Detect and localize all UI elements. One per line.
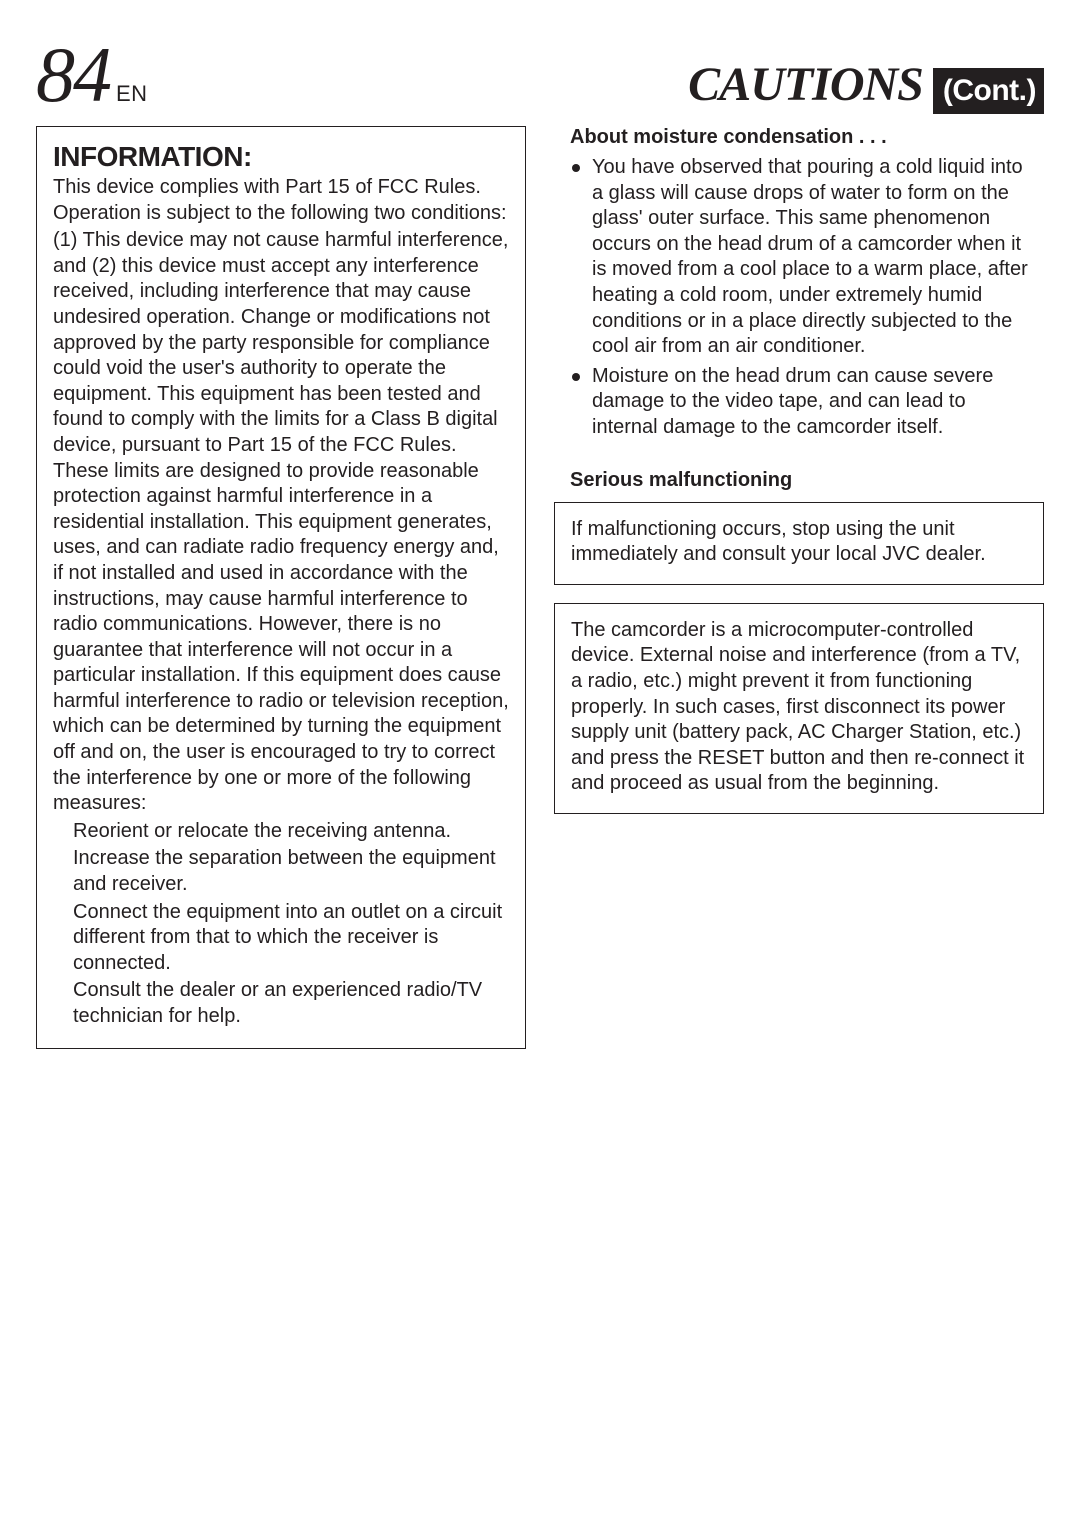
information-box: INFORMATION: This device complies with P… (36, 126, 526, 1049)
serious-text: If malfunctioning occurs, stop using the… (571, 517, 1027, 568)
info-intro: This device complies with Part 15 of FCC… (53, 175, 509, 226)
measure-3: Connect the equipment into an outlet on … (73, 900, 509, 977)
measures-list: Reorient or relocate the receiving anten… (53, 819, 509, 1030)
page-number-block: 84 EN (36, 36, 148, 114)
content-columns: INFORMATION: This device complies with P… (36, 126, 1044, 1067)
information-body: This device complies with Part 15 of FCC… (53, 175, 509, 1030)
moisture-bullets: You have observed that pouring a cold li… (570, 155, 1028, 441)
measure-2: Increase the separation between the equi… (73, 846, 509, 897)
moisture-bullet-1: You have observed that pouring a cold li… (570, 155, 1028, 360)
serious-malfunction-box: If malfunctioning occurs, stop using the… (554, 502, 1044, 585)
manual-page: 84 EN CAUTIONS (Cont.) INFORMATION: This… (0, 0, 1080, 1533)
right-column: About moisture condensation . . . You ha… (554, 126, 1044, 1067)
page-number: 84 (36, 36, 110, 114)
serious-heading: Serious malfunctioning (570, 469, 1044, 492)
info-main: (1) This device may not cause harmful in… (53, 228, 509, 817)
moisture-bullet-2: Moisture on the head drum can cause seve… (570, 364, 1028, 441)
section-title: CAUTIONS (Cont.) (688, 57, 1044, 114)
title-main: CAUTIONS (688, 57, 923, 112)
title-continued-badge: (Cont.) (933, 68, 1044, 114)
microcomputer-box: The camcorder is a microcomputer-control… (554, 603, 1044, 814)
moisture-section: About moisture condensation . . . You ha… (554, 126, 1044, 455)
measure-1: Reorient or relocate the receiving anten… (73, 819, 509, 845)
page-language: EN (116, 81, 148, 107)
microcomputer-text: The camcorder is a microcomputer-control… (571, 618, 1027, 797)
measure-4: Consult the dealer or an experienced rad… (73, 978, 509, 1029)
left-column: INFORMATION: This device complies with P… (36, 126, 526, 1067)
moisture-heading: About moisture condensation . . . (570, 126, 1028, 149)
information-heading: INFORMATION: (53, 141, 509, 173)
page-header: 84 EN CAUTIONS (Cont.) (36, 36, 1044, 114)
